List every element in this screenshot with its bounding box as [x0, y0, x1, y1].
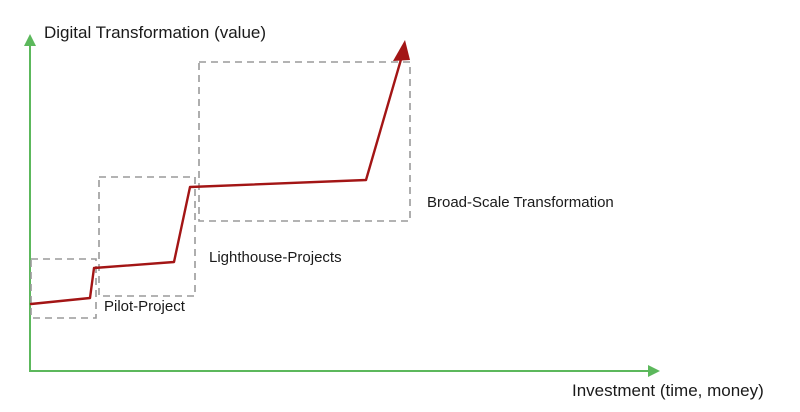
- lighthouse-projects-label: Lighthouse-Projects: [209, 249, 342, 266]
- y-axis-arrowhead: [24, 34, 36, 46]
- x-axis-arrowhead: [648, 365, 660, 377]
- pilot-project-label: Pilot-Project: [104, 298, 186, 315]
- value-curve: [29, 54, 404, 306]
- pilot-project-box: [30, 258, 97, 319]
- lighthouse-projects-box: [98, 176, 196, 297]
- y-axis-title: Digital Transformation (value): [44, 23, 266, 42]
- broad-scale-transformation-box: [198, 61, 411, 222]
- value-curve-arrowhead: [393, 40, 410, 61]
- x-axis-title: Investment (time, money): [572, 381, 764, 400]
- broad-scale-transformation-label: Broad-Scale Transformation: [427, 194, 614, 211]
